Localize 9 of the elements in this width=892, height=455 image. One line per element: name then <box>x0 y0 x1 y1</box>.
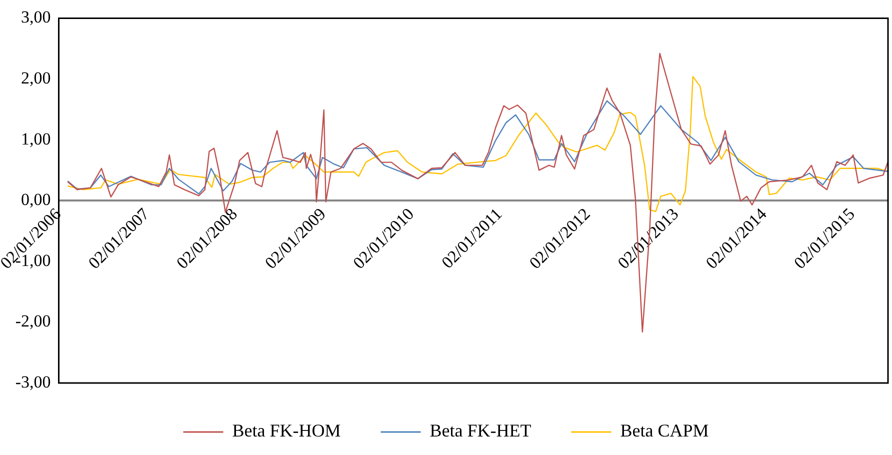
y-tick-label: 2,00 <box>21 68 51 88</box>
y-tick-label: 1,00 <box>21 129 51 148</box>
legend-label: Beta FK-HOM <box>232 420 341 441</box>
legend-label: Beta FK-HET <box>430 420 532 441</box>
y-tick-label: -3,00 <box>15 372 51 392</box>
y-tick-label: 3,00 <box>21 8 51 27</box>
legend-label: Beta CAPM <box>620 420 709 441</box>
y-tick-label: -2,00 <box>15 312 51 331</box>
y-tick-label: 0,00 <box>21 190 51 210</box>
